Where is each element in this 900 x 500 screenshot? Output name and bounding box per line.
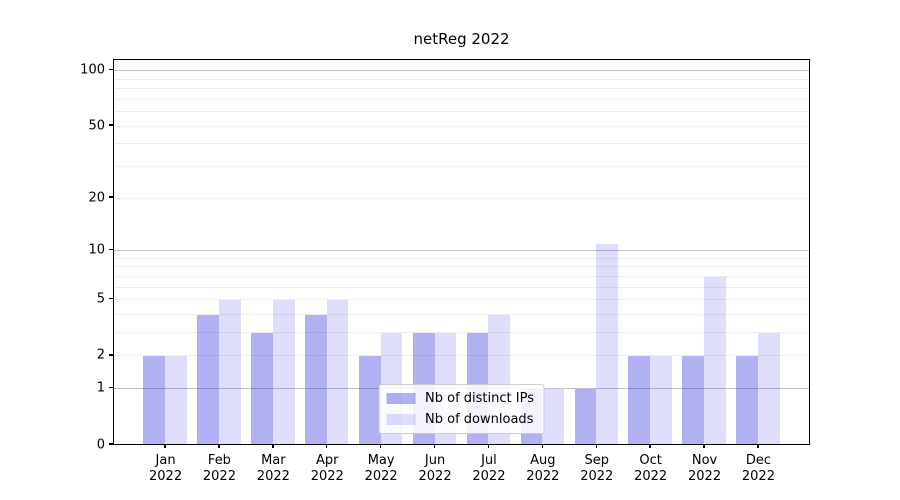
gridline-minor [114, 143, 809, 145]
legend-row-distinct-ips: Nb of distinct IPs [386, 391, 534, 406]
x-tick-mark [326, 444, 328, 448]
gridline-minor [114, 313, 809, 315]
gridline-minor [114, 78, 809, 80]
gridline-minor [114, 257, 809, 259]
bar-distinct-ips-jan [143, 356, 166, 444]
bar-distinct-ips-nov [682, 356, 705, 444]
y-tick-label: 50 [88, 118, 105, 134]
x-tick-label: Feb 2022 [202, 453, 236, 484]
gridline-minor [114, 275, 809, 277]
legend-swatch-downloads [386, 414, 416, 425]
gridline-minor [114, 355, 809, 357]
bar-downloads-mar [272, 300, 295, 444]
x-tick-mark [595, 444, 597, 448]
legend-row-downloads: Nb of downloads [386, 412, 534, 427]
bar-distinct-ips-sep [574, 389, 597, 444]
gridline-minor [114, 111, 809, 113]
bar-downloads-feb [218, 300, 241, 444]
bar-downloads-aug [542, 389, 565, 444]
bar-downloads-oct [650, 356, 672, 444]
legend-label-downloads: Nb of downloads [425, 412, 534, 427]
bar-distinct-ips-may [358, 356, 381, 444]
x-tick-mark [757, 444, 759, 448]
legend-label-distinct-ips: Nb of distinct IPs [425, 391, 534, 406]
x-tick-label: Nov 2022 [688, 453, 722, 484]
x-tick-label: May 2022 [364, 453, 398, 484]
y-axis-labels: 0 1 2 5 10 20 50 100 [0, 59, 105, 452]
x-tick-label: Jul 2022 [472, 453, 506, 484]
x-tick-label: Mar 2022 [256, 453, 290, 484]
y-tick-mark [109, 297, 114, 300]
gridline-minor [114, 197, 809, 199]
bar-downloads-dec [757, 333, 780, 444]
x-tick-label: Jun 2022 [418, 453, 452, 484]
chart-title: netReg 2022 [413, 30, 510, 48]
y-tick-label: 1 [96, 380, 105, 396]
y-tick-mark [109, 196, 114, 198]
x-tick-mark [487, 444, 490, 448]
bar-downloads-sep [596, 243, 618, 444]
x-tick-mark [703, 444, 705, 448]
y-tick-label: 2 [96, 347, 105, 363]
legend-swatch-distinct-ips [386, 393, 416, 404]
x-axis-labels: Jan 2022 Feb 2022 Mar 2022 Apr 2022 May 2022 Jun 20… [113, 453, 810, 493]
gridline-major [114, 249, 809, 251]
bar-distinct-ips-dec [736, 356, 758, 444]
x-tick-label: Apr 2022 [310, 453, 344, 484]
y-tick-mark [109, 387, 114, 389]
bar-downloads-apr [326, 300, 349, 444]
x-tick-label: Jan 2022 [149, 453, 183, 484]
gridline-minor [114, 299, 809, 301]
bar-downloads-jan [165, 356, 187, 444]
x-tick-mark [649, 444, 651, 448]
bar-distinct-ips-apr [305, 314, 327, 444]
x-tick-mark [433, 444, 436, 448]
bar-distinct-ips-feb [197, 314, 219, 444]
x-tick-label: Dec 2022 [741, 453, 775, 484]
gridline-minor [114, 88, 809, 89]
y-tick-mark [109, 443, 114, 445]
gridline-minor [114, 125, 809, 127]
gridline-minor [114, 286, 809, 288]
y-tick-mark [109, 124, 114, 126]
x-tick-mark [272, 444, 274, 448]
y-tick-label: 5 [96, 291, 105, 307]
bar-distinct-ips-mar [251, 333, 273, 444]
x-tick-label: Sep 2022 [580, 453, 614, 484]
x-tick-mark [164, 444, 166, 448]
gridline-minor [114, 332, 809, 334]
x-tick-mark [541, 444, 544, 448]
y-tick-label: 10 [88, 242, 105, 258]
bar-distinct-ips-oct [628, 356, 651, 444]
x-tick-mark [379, 444, 382, 448]
legend: Nb of distinct IPs Nb of downloads [378, 384, 545, 434]
y-tick-label: 0 [96, 437, 105, 452]
x-tick-label: Oct 2022 [634, 453, 668, 484]
x-tick-mark [218, 444, 220, 448]
gridline-minor [114, 266, 809, 268]
gridline-major [114, 70, 809, 72]
gridline-minor [114, 165, 809, 167]
plot-area: Nb of distinct IPs Nb of downloads [109, 59, 810, 448]
y-tick-mark [109, 248, 114, 251]
gridline-minor [114, 98, 809, 100]
y-tick-label: 20 [88, 190, 105, 205]
x-tick-label: Aug 2022 [526, 453, 560, 484]
bar-downloads-nov [704, 276, 726, 444]
y-tick-mark [109, 68, 114, 71]
y-tick-mark [109, 354, 114, 356]
y-tick-label: 100 [80, 62, 105, 78]
